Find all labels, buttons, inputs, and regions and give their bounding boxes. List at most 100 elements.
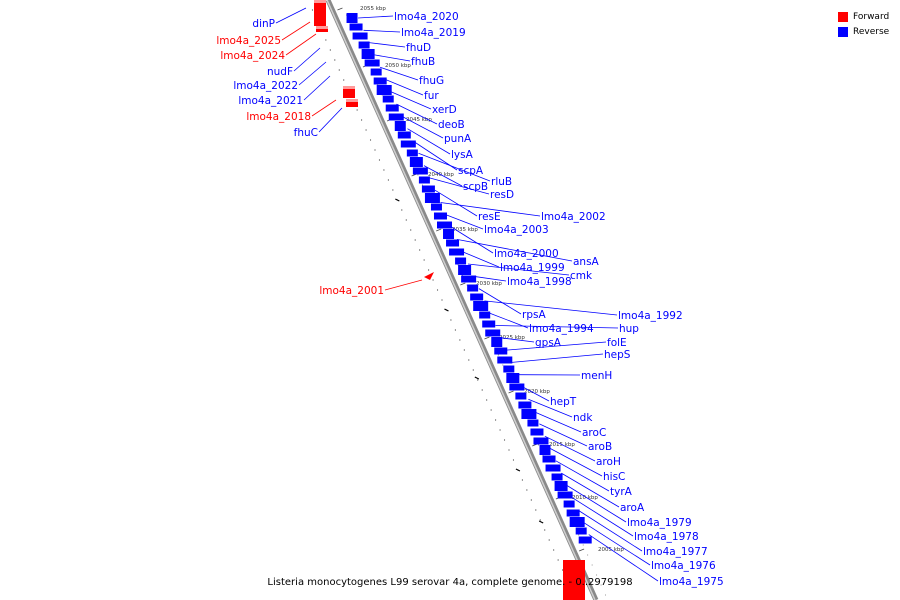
gene-label: resD bbox=[490, 189, 514, 201]
gene-label: lmo4a_1978 bbox=[634, 531, 699, 543]
label-leader-lines bbox=[275, 7, 659, 582]
gene-reverse bbox=[569, 517, 585, 527]
gene-reverse bbox=[521, 409, 537, 419]
gene-reverse bbox=[491, 337, 503, 347]
gene-label: lmo4a_1999 bbox=[500, 262, 565, 274]
gene-label: fur bbox=[424, 90, 439, 102]
gene-reverse bbox=[358, 41, 370, 49]
gene-reverse bbox=[370, 68, 382, 76]
gene-label: lmo4a_2020 bbox=[394, 11, 459, 23]
gene-reverse bbox=[479, 311, 491, 319]
legend-swatch-forward bbox=[838, 11, 848, 22]
gene-label: hepS bbox=[604, 349, 631, 361]
gene-reverse bbox=[461, 275, 477, 283]
gene-reverse bbox=[446, 239, 460, 247]
gene-label: hepT bbox=[550, 396, 577, 408]
gene-forward bbox=[314, 0, 326, 26]
gene-reverse bbox=[388, 113, 404, 121]
gene-reverse bbox=[406, 149, 418, 157]
tick-label: 2045 kbp bbox=[406, 117, 432, 123]
gene-label: gpsA bbox=[535, 337, 562, 349]
tick-label: 2035 kbp bbox=[452, 227, 478, 233]
gene-reverse bbox=[394, 121, 406, 131]
gene-reverse bbox=[421, 185, 435, 193]
legend: Forward Reverse bbox=[838, 9, 889, 39]
gene-label: dinP bbox=[252, 18, 275, 30]
gene-reverse bbox=[530, 428, 544, 436]
gene-label: lmo4a_2003 bbox=[484, 224, 549, 236]
gene-label: lmo4a_1977 bbox=[643, 546, 708, 558]
gene-reverse bbox=[542, 455, 556, 463]
gene-reverse bbox=[400, 140, 416, 148]
gene-forward bbox=[316, 26, 328, 32]
gene-reverse bbox=[349, 23, 363, 31]
gene-label: rpsA bbox=[522, 309, 546, 321]
gene-reverse bbox=[503, 365, 515, 373]
tick-label: 2020 kbp bbox=[524, 389, 550, 395]
gene-reverse bbox=[575, 527, 587, 535]
gene-reverse bbox=[437, 221, 452, 229]
gene-label: folE bbox=[607, 337, 627, 349]
gene-label: rluB bbox=[491, 176, 512, 188]
gene-label: scpA bbox=[458, 165, 484, 177]
gene-label: fhuG bbox=[419, 75, 444, 87]
tick-label: 2010 kbp bbox=[572, 495, 598, 501]
gene-reverse bbox=[433, 212, 447, 220]
gene-reverse bbox=[551, 473, 563, 481]
gene-reverse bbox=[455, 257, 467, 265]
gene-reverse bbox=[397, 131, 411, 139]
gene-reverse bbox=[527, 419, 539, 427]
gene-label: lmo4a_2002 bbox=[541, 211, 606, 223]
map-caption: Listeria monocytogenes L99 serovar 4a, c… bbox=[267, 577, 633, 588]
gene-reverse bbox=[352, 32, 368, 40]
gene-label: aroC bbox=[582, 427, 606, 439]
gene-reverse bbox=[458, 265, 472, 275]
gene-reverse bbox=[473, 301, 489, 311]
gene-forward bbox=[563, 560, 585, 600]
gene-label: hup bbox=[619, 323, 639, 335]
gene-label: aroB bbox=[588, 441, 612, 453]
gene-reverse bbox=[533, 437, 549, 445]
gene-label: lmo4a_1992 bbox=[618, 310, 683, 322]
gene-reverse bbox=[485, 329, 501, 337]
gene-reverse bbox=[566, 509, 580, 517]
gene-label: xerD bbox=[432, 104, 457, 116]
gene-label: lmo4a_2001 bbox=[319, 285, 384, 297]
tick-label: 2030 kbp bbox=[476, 281, 502, 287]
gene-label: lmo4a_1994 bbox=[529, 323, 594, 335]
legend-swatch-reverse bbox=[838, 26, 848, 37]
gene-reverse bbox=[449, 248, 465, 256]
gene-label: lmo4a_2022 bbox=[233, 80, 298, 92]
gene-reverse bbox=[443, 229, 455, 239]
gene-label: deoB bbox=[438, 119, 465, 131]
gene-label: tyrA bbox=[610, 486, 633, 498]
gene-reverse bbox=[497, 356, 513, 364]
gene-label: nudF bbox=[267, 66, 293, 78]
gene-reverse bbox=[467, 284, 479, 292]
gene-label: fhuC bbox=[294, 127, 318, 139]
gene-forward bbox=[346, 99, 358, 107]
gene-forward bbox=[424, 272, 434, 280]
gene-label: fhuD bbox=[406, 42, 431, 54]
legend-label-forward: Forward bbox=[853, 11, 890, 22]
gene-reverse bbox=[364, 59, 380, 67]
legend-label-reverse: Reverse bbox=[853, 26, 890, 37]
gene-reverse bbox=[346, 13, 358, 23]
gene-label: lmo4a_2025 bbox=[216, 35, 281, 47]
gene-reverse bbox=[412, 167, 428, 175]
gene-label: cmk bbox=[570, 270, 593, 282]
gene-reverse bbox=[494, 347, 508, 355]
gene-reverse bbox=[578, 536, 592, 544]
gene-reverse bbox=[554, 481, 568, 491]
gene-label: lysA bbox=[451, 149, 474, 161]
gene-reverse bbox=[409, 157, 423, 167]
gene-label: menH bbox=[581, 370, 612, 382]
gene-reverse bbox=[418, 176, 430, 184]
gene-reverse bbox=[482, 320, 496, 328]
tick-label: 2055 kbp bbox=[360, 6, 386, 12]
gene-label: hisC bbox=[603, 471, 625, 483]
gene-reverse bbox=[385, 104, 399, 112]
gene-reverse bbox=[515, 392, 527, 400]
gene-features bbox=[314, 0, 592, 600]
